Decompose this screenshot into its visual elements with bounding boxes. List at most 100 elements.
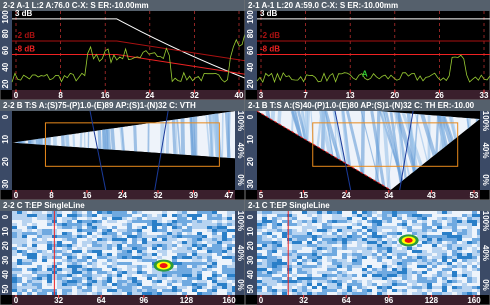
c-scan-cell — [17, 265, 22, 268]
c-scan-cell — [312, 232, 317, 235]
c-scan-cell — [207, 292, 212, 295]
c-scan-cell — [462, 256, 467, 259]
c-scan-cell — [282, 235, 287, 238]
y-ruler-label: 100 — [246, 10, 255, 24]
c-scan-cell — [327, 244, 332, 247]
c-scan-cell — [377, 253, 382, 256]
c-scan-cell — [167, 256, 172, 259]
c-scan-cell — [87, 217, 92, 220]
c-scan-cell — [387, 250, 392, 253]
c-scan-cell — [17, 289, 22, 292]
c-scan-cell — [412, 259, 417, 262]
c-scan-cell — [267, 259, 272, 262]
c-scan-cell — [157, 271, 162, 274]
c-scan-cell — [42, 277, 47, 280]
c-scan-cell — [87, 286, 92, 289]
c-scan-cell — [167, 244, 172, 247]
c-scan-cell — [182, 253, 187, 256]
c-scan-cell — [192, 229, 197, 232]
scale-label: 40% — [236, 142, 245, 158]
c-scan-cell — [432, 217, 437, 220]
c-scan-cell — [82, 211, 87, 214]
c-scan-cell — [372, 238, 377, 241]
c-scan-cell — [347, 286, 352, 289]
c-scan-cell — [37, 292, 42, 295]
c-scan-cell — [387, 214, 392, 217]
c-scan-cell — [372, 262, 377, 265]
c-scan-cell — [377, 283, 382, 286]
c-scan-cell — [322, 232, 327, 235]
c-scan-cell — [312, 274, 317, 277]
c-scan-cell — [77, 217, 82, 220]
c-scan-cell — [282, 277, 287, 280]
c-scan-cell — [397, 259, 402, 262]
c-scan-cell — [217, 286, 222, 289]
c-scan-cell — [302, 256, 307, 259]
c-scan-cell — [457, 289, 462, 292]
c-scan-cell — [362, 292, 367, 295]
c-scan-cell — [312, 250, 317, 253]
dac-label: 3 dB — [15, 9, 33, 18]
c-scan-cell — [222, 235, 227, 238]
c-scan-cell — [452, 292, 457, 295]
c-scan-cell — [32, 214, 37, 217]
c-scan-cell — [112, 235, 117, 238]
c-scan-cell — [257, 292, 262, 295]
c-scan-cell — [182, 268, 187, 271]
c-scan-cell — [427, 238, 432, 241]
c-scan-cell — [72, 211, 77, 214]
c-scan-cell — [217, 289, 222, 292]
c-scan-cell — [267, 217, 272, 220]
c-scan-cell — [302, 214, 307, 217]
c-scan-cell — [12, 223, 17, 226]
c-scan-cell — [232, 241, 235, 244]
c-scan-cell — [362, 280, 367, 283]
c-scan-cell — [417, 250, 422, 253]
c-scan-cell — [257, 241, 262, 244]
c-scan-cell — [352, 268, 357, 271]
c-scan-cell — [312, 211, 317, 214]
c-scan-cell — [292, 292, 297, 295]
c-scan-cell — [172, 286, 177, 289]
c-scan-cell — [322, 214, 327, 217]
c-scan-cell — [442, 241, 447, 244]
c-scan-cell — [132, 262, 137, 265]
c-scan-cell — [352, 232, 357, 235]
c-scan-cell — [37, 274, 42, 277]
c-scan-cell — [337, 259, 342, 262]
c-scan-cell — [207, 214, 212, 217]
c-scan-cell — [227, 286, 232, 289]
c-scan-cell — [342, 247, 347, 250]
c-scan-cell — [307, 247, 312, 250]
c-scan-cell — [77, 277, 82, 280]
c-scan-cell — [357, 283, 362, 286]
c-scan-cell — [327, 265, 332, 268]
c-scan-cell — [417, 229, 422, 232]
c-scan-cell — [227, 211, 232, 214]
c-scan-cell — [367, 238, 372, 241]
c-scan-cell — [102, 265, 107, 268]
c-scan-cell — [302, 268, 307, 271]
c-scan-cell — [442, 229, 447, 232]
c-scan-cell — [407, 283, 412, 286]
c-scan-cell — [102, 283, 107, 286]
c-scan-cell — [397, 262, 402, 265]
c-scan-cell — [162, 280, 167, 283]
c-scan-cell — [27, 223, 32, 226]
c-scan-cell — [277, 277, 282, 280]
c-scan-cell — [322, 259, 327, 262]
c-scan-cell — [322, 223, 327, 226]
c-scan-cell — [467, 232, 472, 235]
c-scan-cell — [267, 247, 272, 250]
c-scan-cell — [187, 262, 192, 265]
c-scan-cell — [77, 241, 82, 244]
c-scan-cell — [402, 271, 407, 274]
c-scan-cell — [182, 232, 187, 235]
c-scan-cell — [127, 268, 132, 271]
c-scan-cell — [177, 283, 182, 286]
c-scan-cell — [382, 262, 387, 265]
c-scan-cell — [367, 241, 372, 244]
c-scan-cell — [302, 280, 307, 283]
c-scan-cell — [177, 280, 182, 283]
c-scan-cell — [212, 220, 217, 223]
